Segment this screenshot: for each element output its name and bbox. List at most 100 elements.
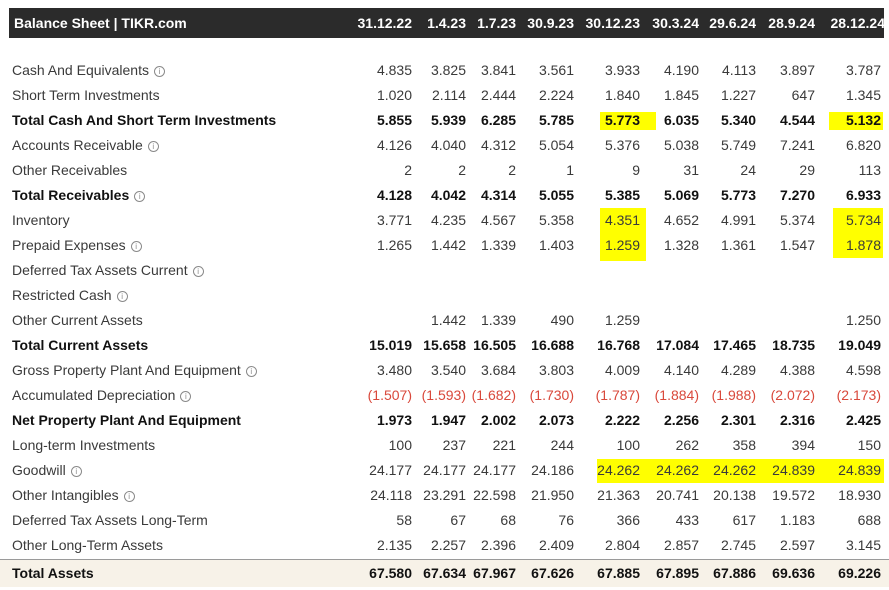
row-label[interactable]: Short Term Investments xyxy=(12,83,160,108)
table-cell: 2 xyxy=(404,162,412,178)
info-icon[interactable]: i xyxy=(130,241,142,252)
row-label[interactable]: Prepaid Expenses i xyxy=(12,233,142,258)
row-label[interactable]: Gross Property Plant And Equipment i xyxy=(12,358,257,383)
row-label[interactable]: Restricted Cash i xyxy=(12,283,128,308)
column-header[interactable]: 1.7.23 xyxy=(477,15,516,31)
info-icon[interactable]: i xyxy=(123,491,135,502)
table-cell: 16.688 xyxy=(531,337,574,353)
row-label-text: Total Assets xyxy=(12,565,94,581)
table-row: Total Current Assets 15.019 15.658 16.505 16… xyxy=(0,333,889,358)
row-label[interactable]: Total Receivables i xyxy=(12,183,146,208)
table-cell: 1.328 xyxy=(663,237,699,253)
info-icon[interactable]: i xyxy=(134,191,146,202)
table-cell: 4.235 xyxy=(430,212,466,228)
table-cell: 67.886 xyxy=(713,565,756,581)
table-cell: 67.580 xyxy=(369,565,412,581)
table-row: Restricted Cash i xyxy=(0,283,889,308)
table-cell: 1.973 xyxy=(376,412,412,428)
table-cell: 5.358 xyxy=(538,212,574,228)
table-cell: 1.403 xyxy=(538,237,574,253)
column-header[interactable]: 28.12.24 xyxy=(830,15,886,31)
table-cell: 2.224 xyxy=(538,87,574,103)
table-cell: 58 xyxy=(396,512,412,528)
page-title: Balance Sheet | TIKR.com xyxy=(14,15,187,31)
table-cell: 1.259 xyxy=(604,312,640,328)
table-cell: 31 xyxy=(683,162,699,178)
row-label-text: Long-term Investments xyxy=(12,437,156,453)
table-cell: 1.227 xyxy=(720,87,756,103)
table-row: Inventory 3.771 4.235 4.567 5.358 4.351 4.652 4… xyxy=(0,208,889,233)
table-cell: 394 xyxy=(791,437,815,453)
row-label-text: Goodwill xyxy=(12,462,66,478)
highlight-mark xyxy=(597,459,884,483)
row-label[interactable]: Other Current Assets xyxy=(12,308,143,333)
row-label[interactable]: Long-term Investments xyxy=(12,433,155,458)
row-label[interactable]: Total Current Assets xyxy=(12,333,148,358)
info-icon[interactable]: i xyxy=(153,66,165,77)
row-label-text: Other Long-Term Assets xyxy=(12,537,163,553)
row-label[interactable]: Other Long-Term Assets xyxy=(12,533,163,558)
table-cell: 5.132 xyxy=(845,112,881,128)
column-header[interactable]: 30.3.24 xyxy=(652,15,699,31)
table-cell: 2.256 xyxy=(663,412,699,428)
row-label[interactable]: Goodwill i xyxy=(12,458,82,483)
column-header[interactable]: 29.6.24 xyxy=(709,15,756,31)
table-cell: 15.658 xyxy=(423,337,466,353)
row-label-text: Other Intangibles xyxy=(12,487,119,503)
info-icon[interactable]: i xyxy=(70,466,82,477)
info-icon[interactable]: i xyxy=(147,141,159,152)
table-cell: 5.340 xyxy=(720,112,756,128)
table-cell: 17.084 xyxy=(656,337,699,353)
table-cell: 7.241 xyxy=(779,137,815,153)
table-cell: 24.177 xyxy=(423,462,466,478)
table-cell: 67.895 xyxy=(656,565,699,581)
info-icon[interactable]: i xyxy=(245,366,257,377)
info-icon[interactable]: i xyxy=(180,391,192,402)
column-header[interactable]: 30.9.23 xyxy=(527,15,574,31)
table-cell: 1.183 xyxy=(779,512,815,528)
table-cell: 29 xyxy=(799,162,815,178)
row-label[interactable]: Inventory xyxy=(12,208,70,233)
column-header[interactable]: 1.4.23 xyxy=(427,15,466,31)
table-cell: 4.351 xyxy=(604,212,640,228)
row-label[interactable]: Cash And Equivalents i xyxy=(12,58,165,83)
info-icon[interactable]: i xyxy=(192,266,204,277)
info-icon[interactable]: i xyxy=(116,291,128,302)
table-cell: 5.069 xyxy=(663,187,699,203)
table-cell: 1.339 xyxy=(480,237,516,253)
row-label[interactable]: Deferred Tax Assets Current i xyxy=(12,258,204,283)
table-cell: 16.768 xyxy=(597,337,640,353)
table-cell: 244 xyxy=(550,437,574,453)
table-row: Gross Property Plant And Equipment i 3.480… xyxy=(0,358,889,383)
table-cell: 6.820 xyxy=(845,137,881,153)
table-cell: 24.839 xyxy=(772,462,815,478)
column-header[interactable]: 30.12.23 xyxy=(585,15,641,31)
table-cell: 113 xyxy=(858,162,881,178)
table-cell: 688 xyxy=(857,512,881,528)
table-cell: 24.839 xyxy=(838,462,881,478)
row-label[interactable]: Other Receivables xyxy=(12,158,127,183)
table-cell: 17.465 xyxy=(713,337,756,353)
row-label[interactable]: Net Property Plant And Equipment xyxy=(12,408,241,433)
column-header[interactable]: 28.9.24 xyxy=(768,15,815,31)
row-label[interactable]: Total Assets xyxy=(12,560,94,587)
table-cell: (1.787) xyxy=(595,387,640,403)
table-cell: 358 xyxy=(732,437,756,453)
table-cell: 1.442 xyxy=(430,312,466,328)
table-cell: 20.138 xyxy=(713,487,756,503)
row-label[interactable]: Other Intangibles i xyxy=(12,483,135,508)
table-cell: 67.967 xyxy=(473,565,516,581)
row-label[interactable]: Total Cash And Short Term Investments xyxy=(12,108,276,133)
table-cell: 5.055 xyxy=(538,187,574,203)
row-label-text: Cash And Equivalents xyxy=(12,62,149,78)
table-cell: 3.771 xyxy=(376,212,412,228)
row-label[interactable]: Accumulated Depreciation i xyxy=(12,383,192,408)
row-label[interactable]: Deferred Tax Assets Long-Term xyxy=(12,508,208,533)
row-label-text: Total Cash And Short Term Investments xyxy=(12,112,277,128)
column-header[interactable]: 31.12.22 xyxy=(357,15,413,31)
table-cell: 68 xyxy=(500,512,516,528)
table-cell: 1.547 xyxy=(779,237,815,253)
row-label[interactable]: Accounts Receivable i xyxy=(12,133,159,158)
table-cell: 67.634 xyxy=(423,565,466,581)
table-cell: 21.950 xyxy=(531,487,574,503)
